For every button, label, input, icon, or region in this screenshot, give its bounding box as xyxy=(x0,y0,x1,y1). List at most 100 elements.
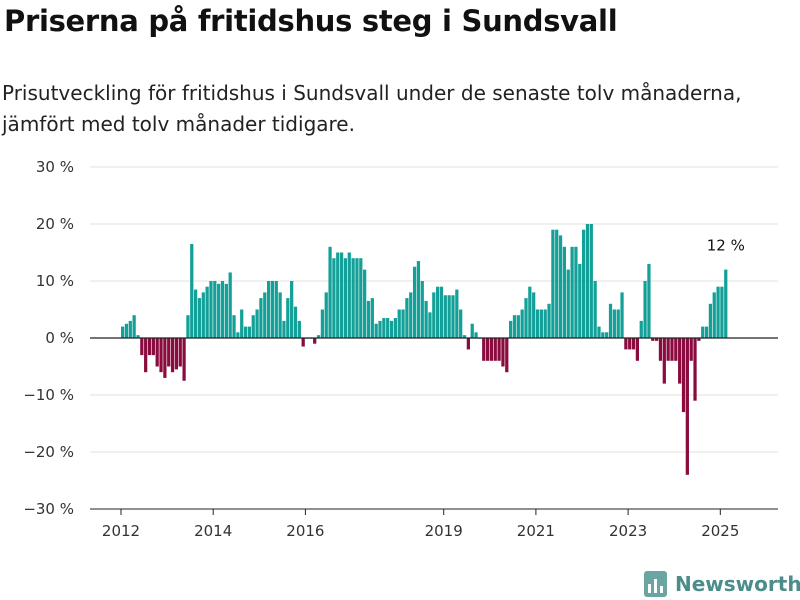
bar xyxy=(585,224,590,338)
bar xyxy=(662,338,666,384)
bar xyxy=(466,338,470,350)
bar xyxy=(144,338,148,373)
y-tick-label: −10 % xyxy=(23,386,74,404)
bar xyxy=(589,224,593,338)
bar xyxy=(443,295,447,338)
bar xyxy=(459,309,463,338)
bar xyxy=(724,269,728,338)
bar xyxy=(213,281,217,338)
bar xyxy=(147,338,152,356)
bar xyxy=(647,263,651,338)
bar xyxy=(720,286,724,338)
bar xyxy=(124,323,129,338)
bar xyxy=(128,320,132,338)
bar xyxy=(255,309,259,338)
bar xyxy=(509,320,513,338)
bar xyxy=(532,292,536,338)
bar xyxy=(639,320,643,338)
bar xyxy=(635,338,640,361)
bar xyxy=(232,315,236,338)
bar xyxy=(397,309,401,338)
bar xyxy=(266,281,271,338)
bar xyxy=(328,246,332,338)
bar xyxy=(301,338,305,347)
bar xyxy=(670,338,674,361)
bar xyxy=(159,338,163,373)
bar xyxy=(132,315,136,338)
bar xyxy=(336,252,340,338)
bar xyxy=(167,338,171,367)
bar xyxy=(190,243,194,338)
bar xyxy=(501,338,505,367)
bar xyxy=(693,338,697,401)
bar xyxy=(209,281,213,338)
bar xyxy=(558,235,563,338)
bar xyxy=(193,289,198,338)
bar xyxy=(366,300,371,338)
bar xyxy=(412,266,417,338)
bar xyxy=(270,281,275,338)
x-tick-label: 2023 xyxy=(609,522,647,540)
bar xyxy=(355,258,359,338)
bar xyxy=(470,323,474,338)
bar xyxy=(178,338,182,367)
bar xyxy=(151,338,155,356)
bar xyxy=(155,338,159,367)
bar xyxy=(197,298,202,338)
newsworthy-brand: Newsworthy xyxy=(644,569,800,599)
bar xyxy=(597,326,601,338)
bar xyxy=(432,292,436,338)
bar xyxy=(220,281,225,338)
bar xyxy=(574,246,578,338)
bar xyxy=(378,320,382,338)
bar xyxy=(286,298,290,338)
bar xyxy=(578,263,582,338)
bar xyxy=(704,326,709,338)
bar xyxy=(712,292,716,338)
bar xyxy=(174,338,179,370)
bar xyxy=(351,258,355,338)
bar xyxy=(278,292,282,338)
bar xyxy=(678,338,682,384)
bar xyxy=(562,246,567,338)
bar xyxy=(263,292,267,338)
bar xyxy=(359,258,363,338)
bar xyxy=(243,326,248,338)
bars xyxy=(121,224,728,475)
bar xyxy=(528,286,532,338)
bar xyxy=(608,303,613,338)
bar xyxy=(666,338,670,361)
bar xyxy=(320,309,325,338)
bar xyxy=(347,252,351,338)
bar xyxy=(716,286,720,338)
bar xyxy=(424,300,428,338)
brand-name: Newsworthy xyxy=(675,572,800,596)
bar xyxy=(539,309,543,338)
bar xyxy=(182,338,186,381)
bar xyxy=(389,320,394,338)
bar xyxy=(416,261,421,338)
x-tick-label: 2025 xyxy=(701,522,739,540)
bar xyxy=(535,309,540,338)
bar xyxy=(674,338,678,361)
bar xyxy=(205,286,209,338)
bar xyxy=(689,338,693,361)
bar xyxy=(374,323,378,338)
axes xyxy=(90,337,778,510)
bar xyxy=(493,338,497,361)
bar xyxy=(455,289,459,338)
x-axis-labels: 2012 2014 2016 2019 2021 2023 2025 xyxy=(102,509,739,540)
bar xyxy=(520,309,524,338)
bar xyxy=(201,292,205,338)
bar xyxy=(681,338,686,413)
y-tick-label: 30 % xyxy=(36,158,74,176)
bar xyxy=(593,281,597,338)
bar xyxy=(612,309,616,338)
y-tick-label: −30 % xyxy=(23,500,74,518)
x-tick-label: 2016 xyxy=(286,522,324,540)
bar xyxy=(386,318,390,338)
bar xyxy=(708,303,713,338)
bar xyxy=(247,326,252,338)
bar xyxy=(497,338,501,361)
